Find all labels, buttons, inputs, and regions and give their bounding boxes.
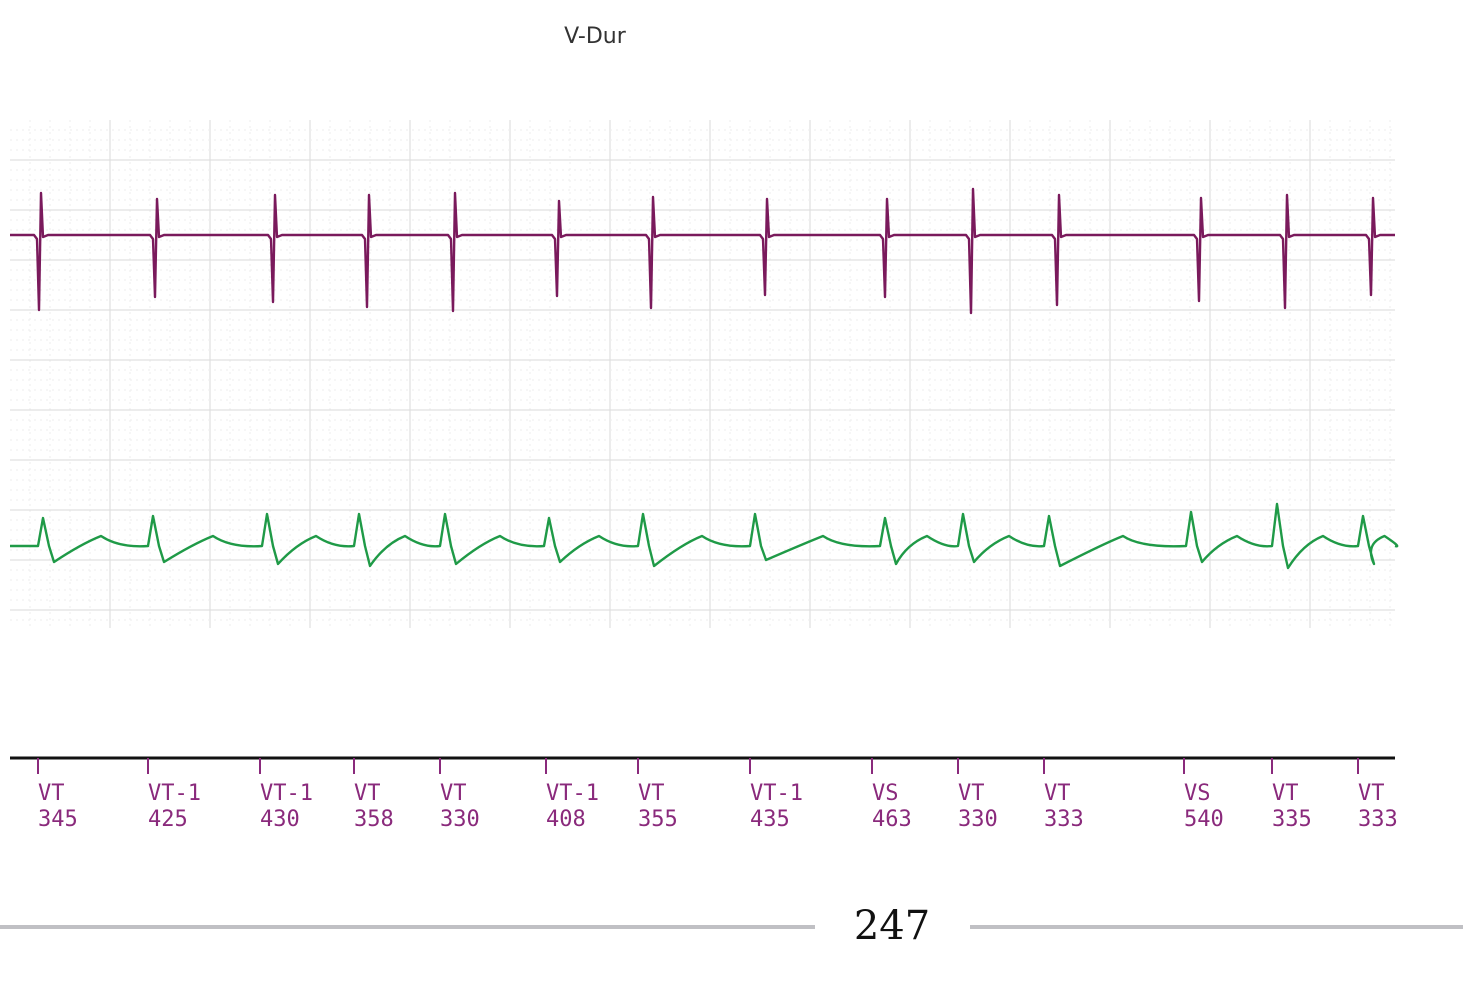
- marker-value: 540: [1184, 807, 1224, 832]
- marker-value: 425: [148, 807, 188, 832]
- chart-grid: [10, 120, 1395, 628]
- marker-label: VT-1: [148, 781, 201, 806]
- marker-value: 330: [440, 807, 480, 832]
- marker-label: VT-1: [750, 781, 803, 806]
- marker-value: 355: [638, 807, 678, 832]
- marker-label: VT: [958, 781, 985, 806]
- ecg-trace-2: [10, 502, 1399, 570]
- marker-label: VT: [1358, 781, 1385, 806]
- marker-label: VT: [440, 781, 467, 806]
- marker-label: VT-1: [546, 781, 599, 806]
- marker-label: VS: [872, 781, 899, 806]
- marker-label: VT: [1272, 781, 1299, 806]
- chart-title: V-Dur: [564, 24, 626, 49]
- marker-value: 330: [958, 807, 998, 832]
- marker-value: 358: [354, 807, 394, 832]
- marker-value: 333: [1044, 807, 1084, 832]
- marker-label: VT: [1044, 781, 1071, 806]
- footer-rule-right: [970, 925, 1463, 929]
- marker-value: 345: [38, 807, 78, 832]
- marker-label: VS: [1184, 781, 1211, 806]
- ecg-traces: [10, 187, 1399, 570]
- marker-channel: VT345VT-1425VT-1430VT358VT330VT-1408VT35…: [37, 758, 1398, 832]
- page-number: 247: [853, 903, 931, 949]
- marker-value: 408: [546, 807, 586, 832]
- marker-label: VT: [354, 781, 381, 806]
- marker-value: 335: [1272, 807, 1312, 832]
- marker-value: 435: [750, 807, 790, 832]
- marker-value: 430: [260, 807, 300, 832]
- ecg-strip: VT345VT-1425VT-1430VT358VT330VT-1408VT35…: [10, 120, 1399, 832]
- marker-value: 333: [1358, 807, 1398, 832]
- marker-label: VT-1: [260, 781, 313, 806]
- marker-value: 463: [872, 807, 912, 832]
- marker-label: VT: [38, 781, 65, 806]
- footer-rule-left: [0, 925, 815, 929]
- marker-label: VT: [638, 781, 665, 806]
- ecg-trace-1: [10, 187, 1395, 315]
